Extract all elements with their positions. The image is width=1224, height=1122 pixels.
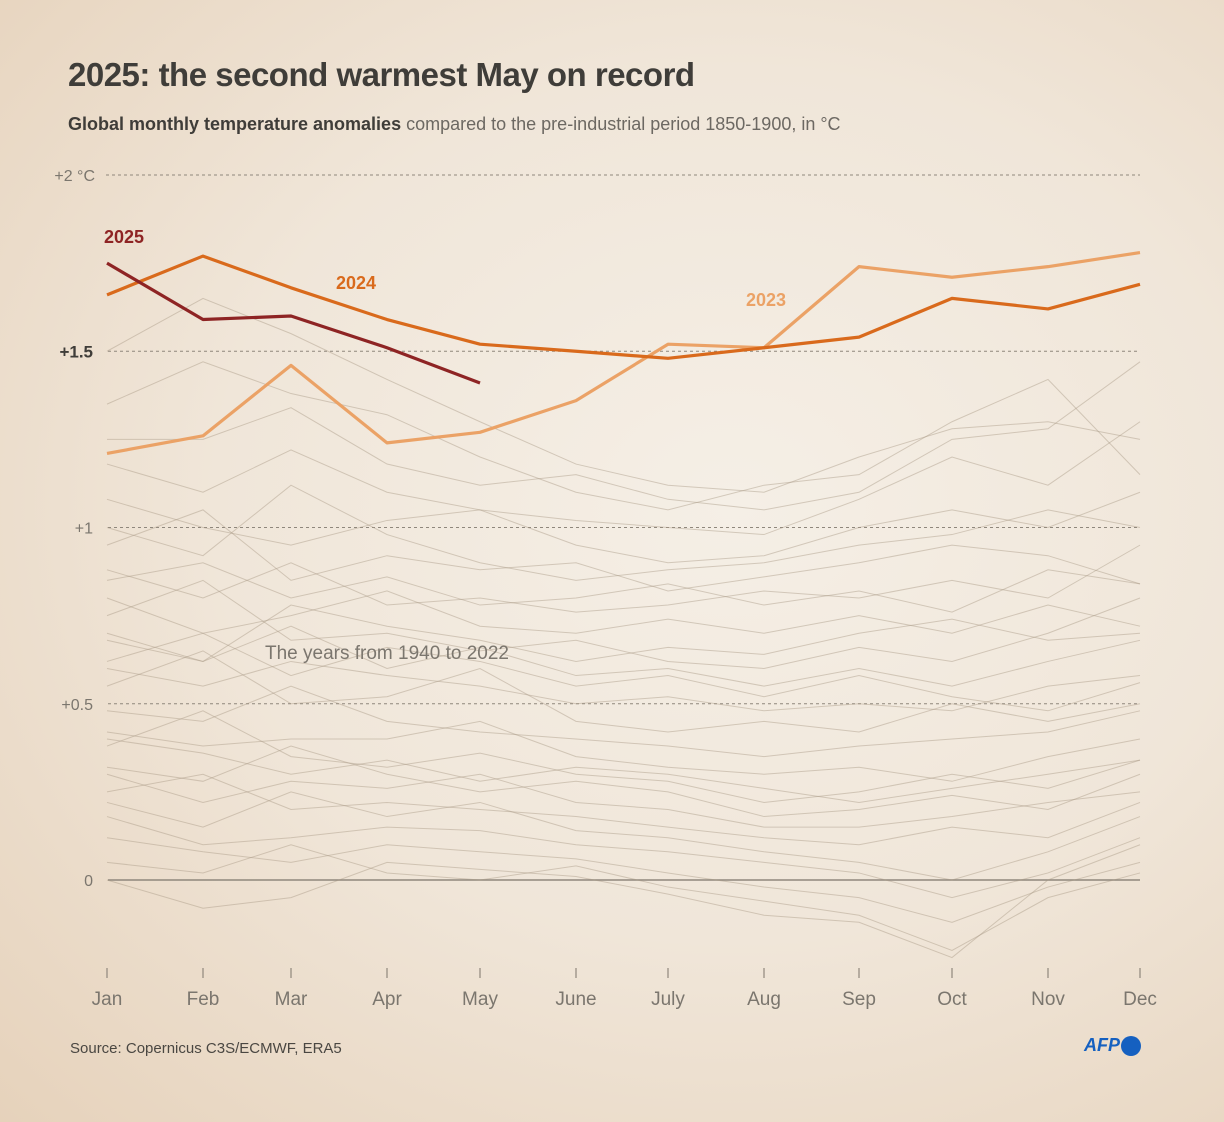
source-note: Source: Copernicus C3S/ECMWF, ERA5 — [70, 1040, 342, 1057]
x-tick-label: Apr — [372, 989, 402, 1010]
background-year-line — [106, 844, 1141, 952]
background-year-line — [106, 773, 1141, 828]
background-year-line — [106, 816, 1141, 899]
series-line-2025 — [106, 261, 481, 385]
background-year-line — [106, 361, 1141, 511]
background-year-line — [106, 590, 1141, 634]
subtitle-bold: Global monthly temperature anomalies — [68, 114, 402, 134]
x-tick-label: June — [555, 989, 596, 1010]
background-year-line — [106, 544, 1141, 613]
y-tick-label: +0.5 — [61, 697, 93, 714]
y-tick-label: +1 — [75, 521, 93, 538]
x-tick-label: Dec — [1123, 989, 1157, 1010]
logo-text: AFP — [1084, 1035, 1120, 1055]
x-tick-label: Oct — [937, 989, 967, 1010]
series-label-2023: 2023 — [746, 290, 786, 310]
background-year-line — [106, 720, 1141, 782]
x-tick-label: May — [462, 989, 498, 1010]
chart-title: 2025: the second warmest May on record — [68, 56, 695, 93]
series-line-2023 — [106, 250, 1141, 456]
annotation-label: The years from 1940 to 2022 — [265, 643, 509, 664]
y-tick-label: +2 °C — [54, 168, 95, 185]
series-label-2025: 2025 — [104, 227, 144, 247]
background-year-line — [106, 745, 1141, 818]
x-tick-label: Feb — [187, 989, 220, 1010]
background-year-line — [106, 660, 1141, 712]
background-year-line — [107, 361, 1141, 511]
background-year-line — [106, 421, 1141, 536]
background-year-line — [106, 579, 1141, 670]
series-label-2024: 2024 — [336, 273, 376, 293]
background-year-line — [106, 791, 1141, 881]
x-tick-label: July — [651, 989, 685, 1010]
background-year-line — [106, 625, 1141, 687]
background-year-line — [106, 604, 1141, 662]
x-tick-label: Aug — [747, 989, 781, 1010]
background-year-line — [106, 650, 1141, 733]
background-year-line — [106, 844, 1141, 959]
x-tick-label: Sep — [842, 989, 876, 1010]
y-tick-label: +1.5 — [59, 342, 93, 361]
subtitle-rest: compared to the pre-industrial period 18… — [401, 114, 841, 134]
series-line-2024 — [106, 254, 1141, 360]
background-year-line — [106, 773, 1141, 846]
background-year-line — [106, 685, 1141, 758]
background-year-line — [106, 738, 1141, 803]
x-tick-label: Jan — [92, 989, 123, 1010]
background-year-line — [106, 632, 1141, 712]
background-year-line — [106, 484, 1141, 581]
background-year-line — [106, 710, 1141, 803]
background-year-line — [106, 837, 1141, 923]
afp-logo: AFP — [1084, 1035, 1141, 1056]
background-year-line — [106, 491, 1141, 564]
background-year-line — [106, 509, 1141, 592]
chart-subtitle: Global monthly temperature anomalies com… — [68, 114, 841, 135]
logo-dot-icon — [1121, 1035, 1141, 1056]
background-year-line — [106, 297, 1141, 493]
y-tick-label: 0 — [84, 873, 93, 890]
background-year-line — [106, 562, 1141, 613]
x-tick-label: Nov — [1031, 989, 1065, 1010]
x-tick-label: Mar — [275, 989, 308, 1010]
